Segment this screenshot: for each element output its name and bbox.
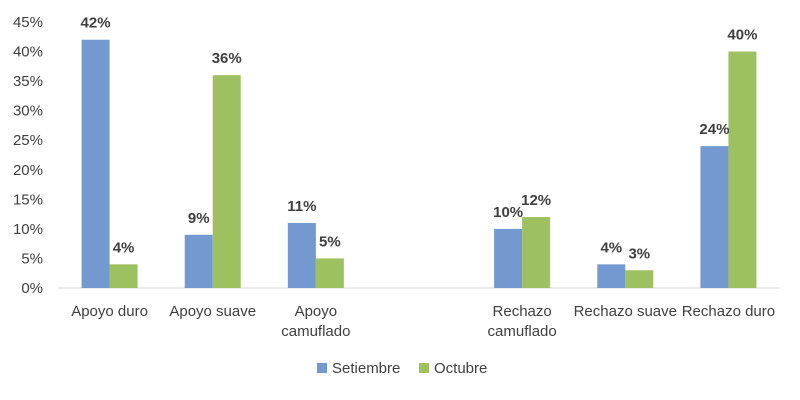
- bar-octubre-1: [212, 75, 241, 288]
- bar-setiembre-4: [494, 228, 523, 288]
- category-labels-group: Apoyo duro Apoyo suave Apoyo camuflado Recha…: [71, 303, 775, 340]
- category-label: Apoyo suave: [169, 303, 256, 320]
- y-tick-label: 25%: [13, 132, 43, 149]
- data-label: 24%: [699, 121, 729, 138]
- category-label: Rechazo suave: [574, 303, 677, 320]
- legend-label-setiembre: Setiembre: [332, 360, 400, 377]
- data-label: 4%: [113, 239, 135, 256]
- bar-setiembre-6: [700, 146, 729, 288]
- y-tick-label: 35%: [13, 73, 43, 90]
- legend-swatch-setiembre: [317, 363, 327, 373]
- category-label: Apoyo duro: [71, 303, 148, 320]
- data-label: 3%: [628, 245, 650, 262]
- category-label: Rechazo: [493, 303, 552, 320]
- y-tick-label: 20%: [13, 162, 43, 179]
- bar-octubre-0: [109, 264, 138, 288]
- y-tick-label: 5%: [21, 250, 43, 267]
- bar-setiembre-5: [597, 264, 626, 288]
- bar-setiembre-0: [81, 39, 110, 288]
- category-label: camuflado: [281, 323, 350, 340]
- data-label: 9%: [188, 210, 210, 227]
- bar-octubre-2: [315, 258, 344, 288]
- y-tick-label: 40%: [13, 44, 43, 61]
- bar-octubre-6: [728, 51, 757, 288]
- bar-setiembre-1: [184, 234, 213, 288]
- bars-group: [81, 39, 757, 288]
- bar-octubre-4: [522, 217, 551, 288]
- y-tick-label: 0%: [21, 280, 43, 297]
- y-tick-label: 30%: [13, 103, 43, 120]
- category-label: Rechazo duro: [682, 303, 775, 320]
- bar-octubre-5: [625, 270, 654, 288]
- category-label: camuflado: [488, 323, 557, 340]
- data-label: 4%: [600, 239, 622, 256]
- data-label: 10%: [493, 204, 523, 221]
- y-tick-label: 45%: [13, 14, 43, 31]
- category-label: Apoyo: [295, 303, 338, 320]
- legend-label-octubre: Octubre: [434, 360, 487, 377]
- data-labels-group: 42% 9% 11% 10% 4% 24% 4% 36% 5% 12% 3% 40%: [81, 15, 758, 263]
- data-label: 42%: [81, 15, 111, 32]
- y-tick-label: 15%: [13, 191, 43, 208]
- data-label: 36%: [212, 50, 242, 67]
- data-label: 11%: [287, 198, 316, 215]
- y-tick-label: 10%: [13, 221, 43, 238]
- legend-swatch-octubre: [419, 363, 429, 373]
- data-label: 5%: [319, 233, 341, 250]
- legend: Setiembre Octubre: [317, 360, 487, 377]
- bar-setiembre-2: [287, 222, 316, 288]
- data-label: 40%: [727, 27, 757, 44]
- data-label: 12%: [521, 192, 551, 209]
- y-axis-ticks: 0% 5% 10% 15% 20% 25% 30% 35% 40% 45%: [13, 14, 43, 297]
